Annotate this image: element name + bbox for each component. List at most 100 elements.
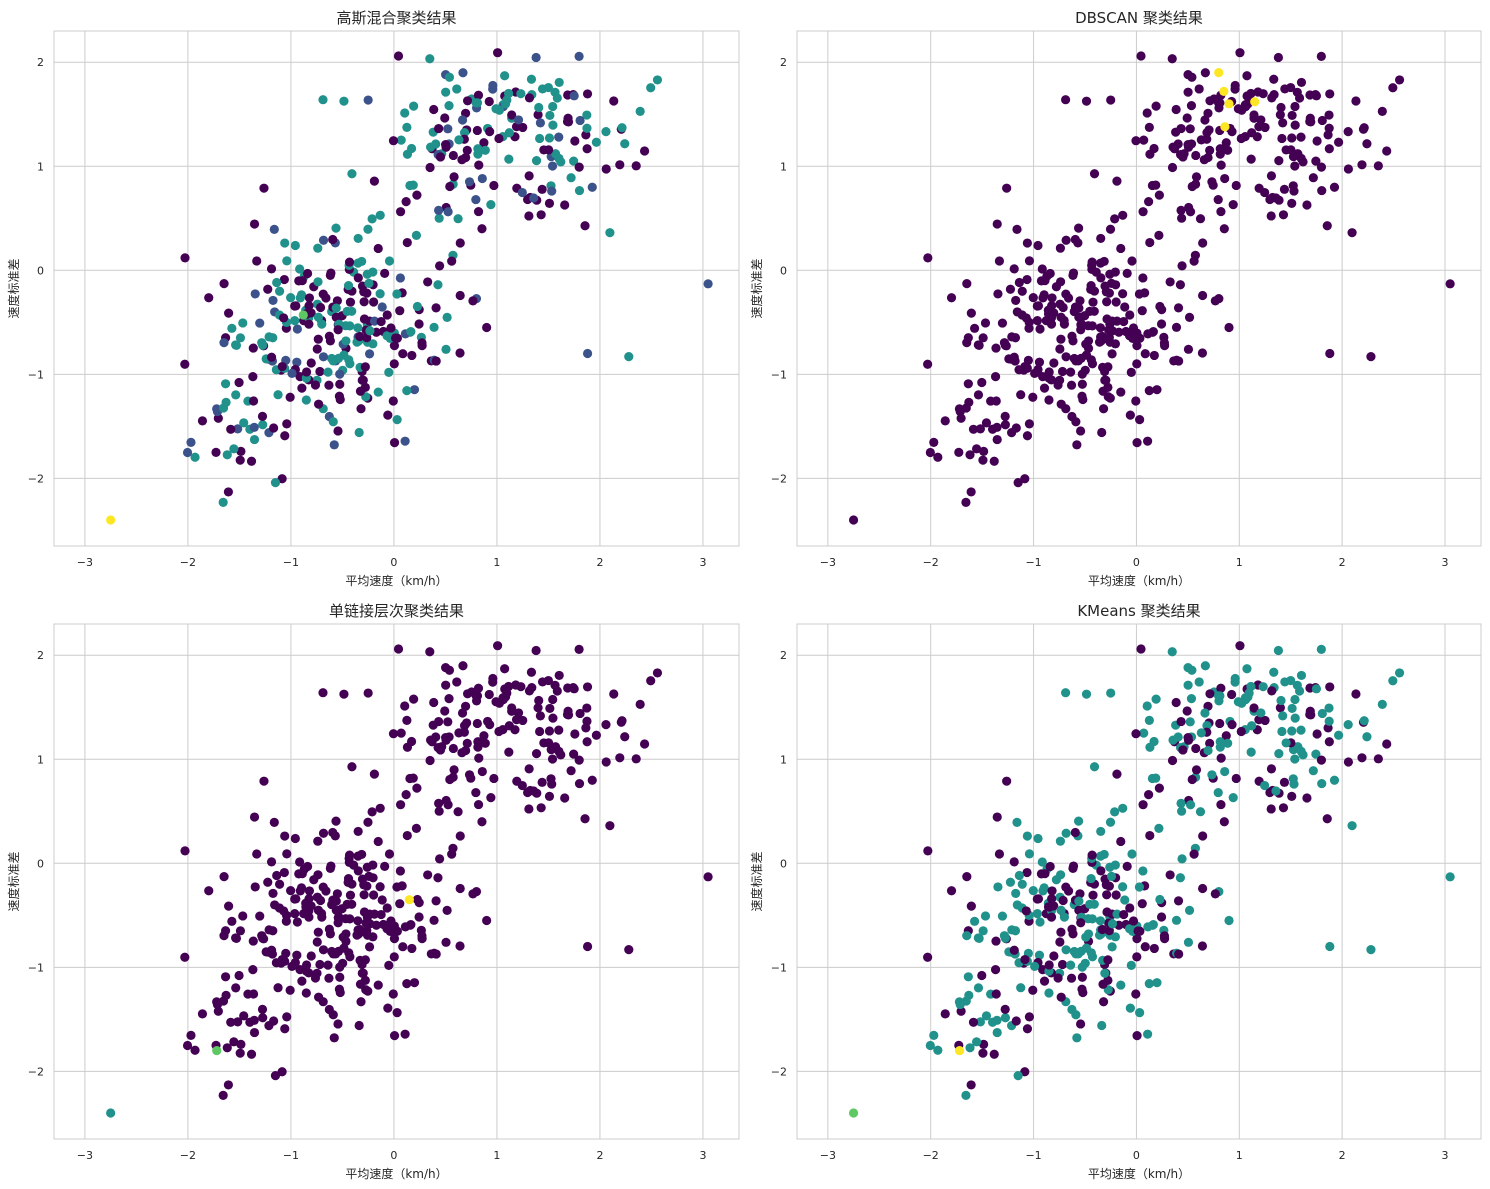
- scatter-point: [1068, 863, 1078, 873]
- scatter-point: [1022, 431, 1033, 441]
- scatter-point: [1119, 909, 1129, 920]
- scatter-point: [1098, 404, 1109, 414]
- scatter-point: [1198, 290, 1208, 301]
- scatter-point: [548, 694, 558, 705]
- scatter-point: [524, 804, 534, 814]
- scatter-point: [1020, 1067, 1030, 1077]
- scatter-point: [1260, 187, 1270, 198]
- scatter-point: [388, 989, 398, 999]
- scatter-point: [560, 793, 570, 803]
- scatter-point: [494, 726, 504, 737]
- scatter-point: [223, 1080, 234, 1090]
- scatter-point: [317, 912, 327, 922]
- x-tick-label: 2: [596, 556, 603, 569]
- scatter-point: [396, 135, 406, 145]
- scatter-point: [435, 854, 445, 864]
- scatter-point: [582, 737, 592, 747]
- scatter-point: [468, 296, 478, 306]
- scatter-point: [434, 716, 444, 727]
- scatter-point: [226, 424, 236, 434]
- scatter-point: [966, 901, 976, 911]
- scatter-point: [591, 730, 602, 740]
- scatter-point: [429, 697, 439, 708]
- scatter-point: [552, 93, 562, 103]
- scatter-point: [434, 205, 444, 215]
- scatter-point: [1187, 665, 1197, 675]
- scatter-point: [1247, 721, 1257, 731]
- scatter-point: [1039, 290, 1049, 300]
- scatter-point: [992, 1015, 1002, 1025]
- scatter-point: [220, 972, 231, 982]
- scatter-point: [313, 312, 324, 322]
- scatter-point: [375, 803, 385, 813]
- scatter-point: [389, 1031, 400, 1041]
- scatter-point: [1145, 742, 1155, 752]
- scatter-point: [531, 645, 541, 656]
- scatter-point: [605, 821, 615, 831]
- scatter-point: [535, 711, 545, 721]
- scatter-point-highlight: [298, 310, 308, 320]
- scatter-point: [1266, 764, 1277, 774]
- scatter-point: [1057, 366, 1068, 377]
- axes-frame: [53, 30, 740, 547]
- scatter-point: [219, 872, 229, 882]
- scatter-point-highlight: [1219, 86, 1229, 96]
- scatter-point: [1171, 915, 1182, 925]
- scatter-point: [1028, 392, 1038, 402]
- scatter-point: [993, 882, 1003, 892]
- scatter-point: [1142, 701, 1152, 711]
- scatter-point: [954, 447, 964, 457]
- scatter-point: [1000, 1013, 1011, 1023]
- scatter-point: [480, 738, 490, 748]
- scatter-point: [273, 983, 283, 993]
- scatter-point: [359, 314, 370, 324]
- scatter-point: [227, 916, 237, 926]
- scatter-point: [1132, 1031, 1142, 1041]
- x-tick-label: −2: [180, 1149, 196, 1162]
- scatter-point: [569, 684, 579, 694]
- scatter-point: [268, 888, 278, 899]
- scatter-point: [306, 358, 316, 368]
- scatter-point: [431, 303, 441, 313]
- scatter-point: [1112, 176, 1122, 186]
- scatter-point: [531, 52, 541, 63]
- scatter-point: [248, 989, 259, 999]
- scatter-point: [1177, 854, 1187, 864]
- scatter-points: [106, 48, 713, 525]
- scatter-point: [1049, 951, 1059, 961]
- scatter-point: [409, 978, 420, 988]
- scatter-point: [269, 224, 279, 234]
- y-tick-label: 0: [37, 857, 44, 870]
- scatter-point: [400, 1029, 410, 1039]
- scatter-point: [500, 664, 510, 674]
- scatter-point: [429, 915, 439, 925]
- scatter-point: [315, 302, 326, 313]
- scatter-point: [977, 377, 987, 388]
- scatter-point: [1126, 367, 1136, 377]
- scatter-point: [1081, 350, 1092, 360]
- scatter-point: [441, 937, 451, 947]
- scatter-point: [556, 157, 566, 167]
- scatter-point: [197, 416, 208, 426]
- y-tick-label: −1: [28, 368, 44, 381]
- scatter-point: [442, 905, 452, 915]
- scatter-point: [1228, 793, 1238, 803]
- scatter-point: [486, 793, 496, 803]
- scatter-point: [531, 156, 542, 166]
- scatter-point: [1256, 708, 1266, 718]
- scatter-point: [345, 914, 355, 924]
- scatter-point: [1324, 716, 1334, 726]
- scatter-point: [431, 732, 441, 742]
- scatter-point: [544, 726, 555, 736]
- scatter-point: [545, 703, 555, 714]
- scatter-point: [1148, 919, 1158, 930]
- scatter-point: [347, 762, 357, 772]
- scatter-point-highlight: [1366, 352, 1376, 362]
- y-tick-label: −2: [28, 1065, 44, 1078]
- scatter-point: [1047, 301, 1057, 311]
- scatter-point: [384, 960, 394, 970]
- scatter-point: [1296, 725, 1306, 735]
- scatter-point: [1311, 684, 1322, 694]
- scatter-point: [993, 289, 1003, 299]
